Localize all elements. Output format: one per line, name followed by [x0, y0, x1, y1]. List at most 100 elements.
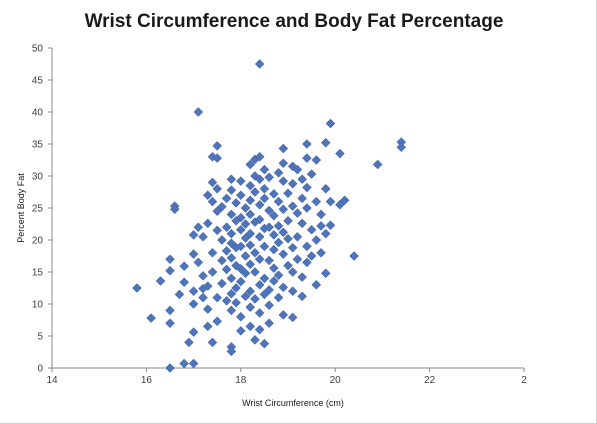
data-point [212, 316, 223, 327]
data-point [259, 183, 270, 194]
data-point [254, 199, 265, 210]
data-point [311, 155, 322, 165]
x-tick-label: 16 [141, 375, 153, 386]
data-point [278, 158, 289, 169]
data-point [273, 221, 284, 231]
data-point [221, 264, 232, 275]
data-point [259, 338, 270, 349]
data-point [311, 235, 322, 245]
data-point [165, 318, 175, 329]
data-point [207, 196, 218, 207]
y-ticks: 0 5 10 15 20 25 30 35 40 45 50 [32, 44, 52, 375]
data-point [235, 326, 246, 336]
data-point [179, 277, 190, 288]
data-point [302, 153, 312, 163]
data-point [217, 201, 227, 212]
data-point [283, 188, 293, 199]
data-point [245, 159, 256, 170]
data-point [325, 196, 336, 207]
data-point [146, 313, 156, 323]
data-point [254, 59, 265, 69]
data-point [316, 221, 326, 231]
data-point [207, 247, 218, 258]
data-point [278, 143, 289, 154]
data-point [188, 286, 199, 297]
data-point [235, 276, 246, 287]
data-point [226, 185, 237, 195]
data-point [278, 227, 289, 238]
data-point [268, 230, 279, 240]
data-point [165, 363, 175, 373]
data-point [264, 318, 274, 329]
data-point [202, 321, 213, 332]
data-point [283, 260, 293, 271]
data-point [226, 305, 237, 316]
data-point [217, 255, 227, 266]
data-point [174, 289, 185, 300]
data-point [179, 261, 190, 272]
data-point [207, 177, 218, 188]
data-point [264, 255, 274, 266]
data-point [221, 295, 232, 306]
data-point [264, 285, 274, 295]
data-point [226, 253, 237, 263]
data-point [259, 241, 270, 252]
data-point [278, 282, 289, 293]
data-point [302, 257, 312, 268]
data-point [226, 209, 237, 220]
y-tick-label: 20 [32, 236, 44, 247]
data-point [245, 180, 256, 191]
data-point [221, 222, 232, 233]
data-point [292, 208, 303, 218]
data-point [250, 334, 260, 345]
data-point [278, 249, 289, 259]
data-point [193, 222, 204, 233]
data-point [287, 201, 298, 211]
data-point [339, 195, 350, 206]
data-point [202, 281, 213, 291]
data-point [226, 346, 237, 357]
data-point [235, 176, 246, 186]
data-point [212, 225, 223, 236]
data-point [250, 187, 260, 197]
data-point [278, 310, 289, 320]
data-point [221, 193, 232, 204]
data-point [231, 297, 241, 308]
data-point [396, 142, 407, 153]
data-point [250, 294, 260, 304]
data-point [325, 118, 336, 129]
data-point [245, 286, 256, 297]
data-point [254, 324, 265, 335]
data-point [207, 337, 218, 348]
data-point [297, 291, 308, 302]
data-point [240, 251, 251, 261]
x-tick-label: 2 [521, 375, 527, 386]
y-tick-label: 35 [32, 140, 44, 151]
data-point [217, 278, 227, 289]
data-point [287, 178, 298, 189]
data-point [306, 169, 317, 179]
data-point [311, 196, 322, 207]
data-point [188, 358, 199, 369]
data-point [254, 214, 265, 225]
y-tick-label: 5 [37, 332, 43, 343]
data-point [250, 267, 260, 277]
data-point [235, 212, 246, 223]
y-axis-label: Percent Body Fat [16, 173, 26, 243]
data-point [226, 273, 237, 284]
data-point [259, 164, 270, 175]
data-point [292, 254, 303, 265]
data-point [283, 215, 293, 226]
data-point [302, 182, 312, 193]
data-point [240, 219, 251, 229]
data-point [302, 139, 312, 149]
data-point [264, 222, 274, 233]
data-point [254, 279, 265, 290]
data-point [273, 292, 284, 303]
data-point [259, 193, 270, 204]
data-point [202, 304, 213, 314]
data-point [268, 276, 279, 286]
data-point [240, 268, 251, 279]
data-point [316, 209, 326, 220]
